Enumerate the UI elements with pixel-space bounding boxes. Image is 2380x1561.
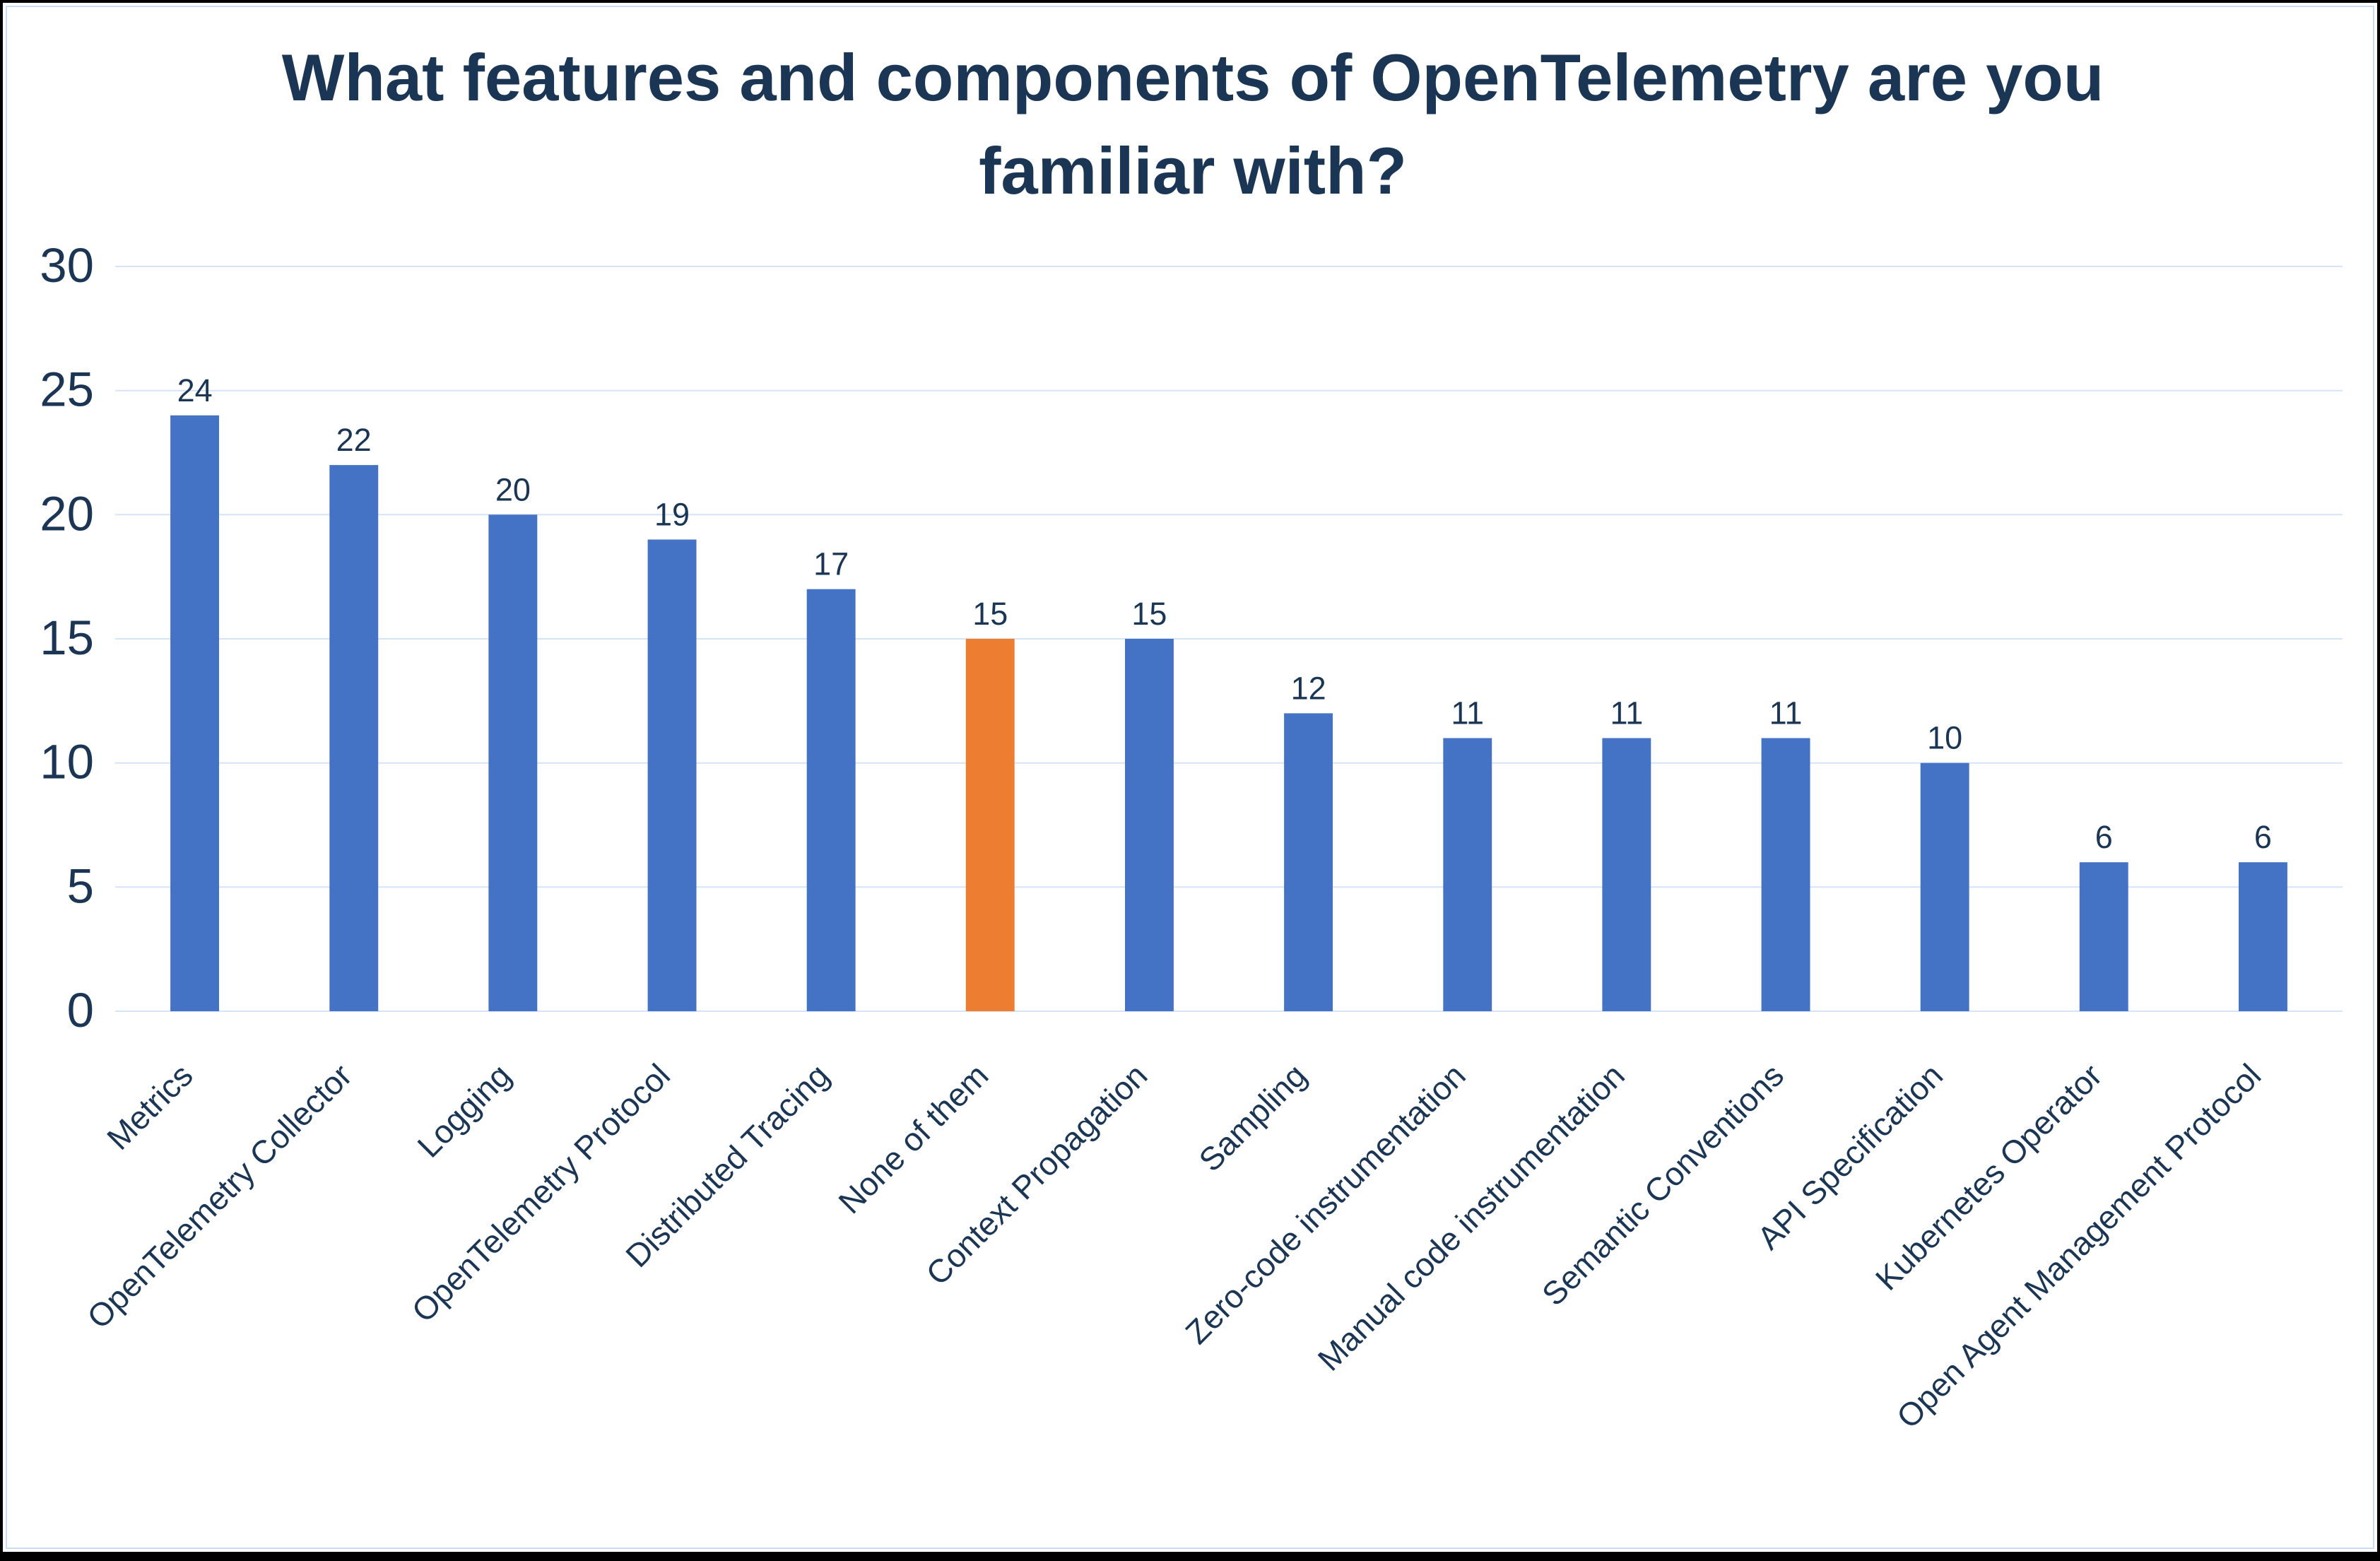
svg-text:None of them: None of them [831, 1056, 995, 1220]
svg-text:0: 0 [67, 983, 94, 1037]
svg-text:24: 24 [177, 372, 213, 408]
svg-text:22: 22 [336, 422, 372, 458]
svg-text:11: 11 [1610, 695, 1644, 731]
svg-text:30: 30 [40, 238, 94, 293]
svg-text:12: 12 [1291, 670, 1326, 706]
svg-text:Open Agent Management Protocol: Open Agent Management Protocol [1890, 1056, 2268, 1435]
svg-text:Zero-code instrumentation: Zero-code instrumentation [1178, 1056, 1472, 1350]
svg-text:OpenTelemetry Collector: OpenTelemetry Collector [80, 1056, 359, 1336]
svg-text:19: 19 [654, 497, 690, 533]
svg-text:25: 25 [40, 363, 94, 417]
svg-text:Manual code instrumentation: Manual code instrumentation [1311, 1056, 1632, 1377]
svg-text:Sampling: Sampling [1191, 1056, 1313, 1178]
svg-text:6: 6 [2095, 819, 2113, 855]
svg-text:5: 5 [67, 859, 94, 913]
svg-text:6: 6 [2254, 819, 2272, 855]
svg-text:Metrics: Metrics [100, 1056, 200, 1157]
svg-text:17: 17 [813, 546, 849, 582]
svg-text:20: 20 [495, 471, 531, 507]
svg-text:15: 15 [1131, 596, 1167, 632]
svg-text:OpenTelemetry Protocol: OpenTelemetry Protocol [404, 1056, 677, 1329]
svg-text:11: 11 [1451, 695, 1484, 731]
svg-text:10: 10 [40, 735, 94, 789]
svg-text:20: 20 [40, 486, 94, 541]
svg-text:11: 11 [1769, 695, 1803, 731]
svg-text:Logging: Logging [410, 1056, 518, 1165]
svg-text:15: 15 [40, 611, 94, 665]
svg-text:15: 15 [972, 596, 1008, 632]
svg-text:10: 10 [1927, 720, 1962, 756]
